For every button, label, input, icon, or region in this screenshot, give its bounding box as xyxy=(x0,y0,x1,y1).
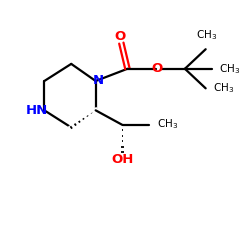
Text: CH$_3$: CH$_3$ xyxy=(157,117,178,131)
Text: CH$_3$: CH$_3$ xyxy=(219,62,240,76)
Text: O: O xyxy=(151,62,162,75)
Text: CH$_3$: CH$_3$ xyxy=(196,28,218,42)
Text: O: O xyxy=(114,30,126,43)
Text: N: N xyxy=(93,74,104,88)
Text: CH$_3$: CH$_3$ xyxy=(213,82,234,95)
Text: HN: HN xyxy=(26,104,48,117)
Text: OH: OH xyxy=(111,153,134,166)
